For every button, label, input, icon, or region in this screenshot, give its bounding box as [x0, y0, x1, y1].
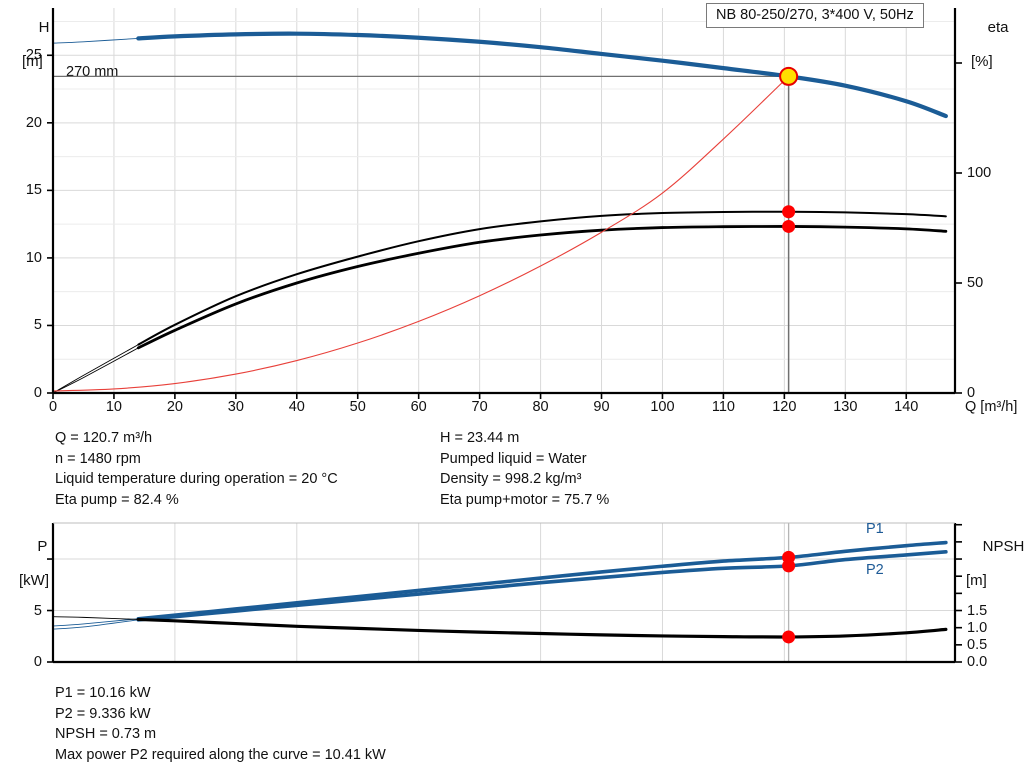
operating-data-right: H = 23.44 m Pumped liquid = Water Density …: [440, 428, 609, 510]
model-title-box: NB 80-250/270, 3*400 V, 50Hz: [706, 3, 924, 28]
npsh-axis-symbol: NPSH: [982, 538, 1024, 555]
npsh-tick-label-1: 1.0: [967, 619, 988, 636]
x-tick-label-60: 60: [410, 399, 427, 415]
bottom-chart-curves: [52, 540, 948, 639]
npsh-axis-title: NPSH [m]: [966, 521, 1024, 623]
bottom-chart-gridlines: [52, 523, 955, 663]
x-tick-label-70: 70: [471, 399, 488, 415]
curve-p1: [136, 540, 948, 621]
y-tick-label-10: 10: [25, 249, 42, 266]
curve-eta-pump: [137, 210, 947, 346]
eta-pump-point-marker: [782, 205, 796, 219]
h-axis-title: H [m]: [22, 2, 50, 104]
p2-point-marker: [782, 559, 796, 573]
npsh-axis-unit: [m]: [966, 572, 987, 589]
operating-data-left-line-1: n = 1480 rpm: [55, 450, 141, 467]
curve-npsh-low-flow: [52, 616, 139, 620]
eta-pump-motor-point-marker: [782, 219, 796, 233]
curve-head: [136, 31, 948, 119]
operating-data-right-line-1: Pumped liquid = Water: [440, 450, 587, 467]
operating-data-left: Q = 120.7 m³/h n = 1480 rpm Liquid tempera…: [55, 428, 338, 510]
q-axis-caption: Q [m³/h]: [965, 399, 1018, 415]
x-tick-label-20: 20: [166, 399, 183, 415]
npsh-point-marker: [782, 630, 796, 644]
y-tick-label-15: 15: [25, 182, 42, 199]
curve-npsh: [136, 617, 948, 639]
x-tick-label-80: 80: [532, 399, 549, 415]
operating-data-right-line-0: H = 23.44 m: [440, 430, 520, 446]
p2-curve-label: P2: [866, 561, 884, 578]
y-tick-label-5: 5: [33, 317, 42, 334]
eta-tick-label-0: 0: [967, 385, 976, 401]
p-axis-unit: [kW]: [19, 572, 49, 589]
eta-axis-symbol: eta: [987, 19, 1009, 36]
npsh-tick-label-0: 0.0: [967, 654, 988, 670]
eta-tick-label-100: 100: [967, 165, 992, 181]
x-tick-label-10: 10: [105, 399, 123, 415]
curve-efficiency-low-flow: [52, 344, 139, 394]
h-axis-symbol: H: [38, 19, 50, 36]
x-tick-label-90: 90: [593, 399, 610, 415]
x-tick-label-30: 30: [227, 399, 244, 415]
x-tick-label-130: 130: [833, 399, 858, 415]
y-tick-label-20: 20: [25, 114, 42, 131]
operating-data-left-line-2: Liquid temperature during operation = 20…: [55, 471, 338, 487]
curve-system: [52, 75, 790, 392]
power-npsh-result-line-3: Max power P2 required along the curve = …: [55, 746, 386, 763]
power-npsh-result-line-0: P1 = 10.16 kW: [55, 685, 151, 701]
eta-tick-label-50: 50: [967, 275, 984, 291]
p-axis-symbol: P: [37, 538, 48, 555]
x-tick-label-50: 50: [349, 399, 366, 415]
eta-axis-title: eta [%]: [971, 2, 1009, 104]
x-tick-label-110: 110: [711, 399, 735, 415]
top-chart-axes: [47, 8, 962, 399]
eta-axis-unit: [%]: [971, 53, 993, 70]
curve-p1-low-flow: [52, 618, 139, 627]
model-title-text: NB 80-250/270, 3*400 V, 50Hz: [716, 7, 914, 23]
p1-curve-label: P1: [866, 521, 884, 538]
y-tick-label-25: 25: [25, 47, 42, 64]
curve-eta-pump-motor: [136, 225, 948, 350]
duty-point-marker: [779, 66, 799, 86]
power-npsh-results: P1 = 10.16 kW P2 = 9.336 kW NPSH = 0.73 m M…: [55, 683, 386, 765]
curve-p2: [136, 550, 948, 622]
curve-efficiency-low-flow: [52, 347, 139, 394]
curve-head-low-flow: [52, 37, 139, 44]
x-tick-label-0: 0: [48, 399, 58, 415]
power-npsh-result-line-2: NPSH = 0.73 m: [55, 726, 157, 742]
operating-data-right-line-2: Density = 998.2 kg/m³: [440, 471, 582, 487]
p-tick-label-5: 5: [33, 602, 42, 619]
top-chart-markers: [779, 66, 799, 233]
operating-data-left-line-0: Q = 120.7 m³/h: [55, 430, 153, 446]
p-axis-title: P [kW]: [17, 521, 51, 623]
p-tick-label-0: 0: [33, 654, 42, 670]
x-tick-label-120: 120: [772, 399, 797, 415]
h-axis-unit: [m]: [22, 53, 43, 70]
x-tick-label-140: 140: [894, 399, 919, 415]
bottom-chart-axes: [47, 522, 962, 664]
curve-p2-low-flow: [52, 619, 139, 630]
top-chart-curves: [52, 31, 948, 394]
npsh-tick-label-1.5: 1.5: [967, 602, 988, 619]
top-chart-guide-lines: [53, 75, 790, 393]
power-npsh-result-line-1: P2 = 9.336 kW: [55, 705, 151, 722]
x-tick-label-100: 100: [650, 399, 675, 415]
bottom-chart-markers: [782, 550, 796, 644]
head-efficiency-chart: [47, 8, 962, 399]
operating-data-left-line-3: Eta pump = 82.4 %: [55, 491, 179, 508]
npsh-tick-label-0.5: 0.5: [967, 636, 988, 653]
y-tick-label-0: 0: [33, 385, 42, 401]
operating-data-right-line-3: Eta pump+motor = 75.7 %: [440, 491, 610, 508]
x-tick-label-40: 40: [288, 399, 305, 415]
